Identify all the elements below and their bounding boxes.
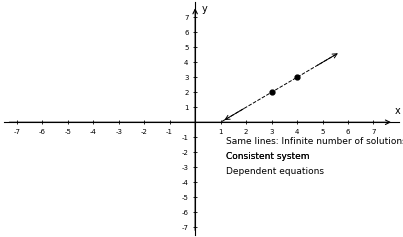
Text: Consistent system: Consistent system (226, 152, 309, 161)
Text: y: y (202, 4, 207, 14)
Text: Dependent equations: Dependent equations (226, 167, 324, 176)
Text: Same lines: Infinite number of solutions: Same lines: Infinite number of solutions (226, 137, 403, 146)
Text: Consistent system: Consistent system (226, 152, 310, 161)
Text: x: x (395, 106, 401, 116)
